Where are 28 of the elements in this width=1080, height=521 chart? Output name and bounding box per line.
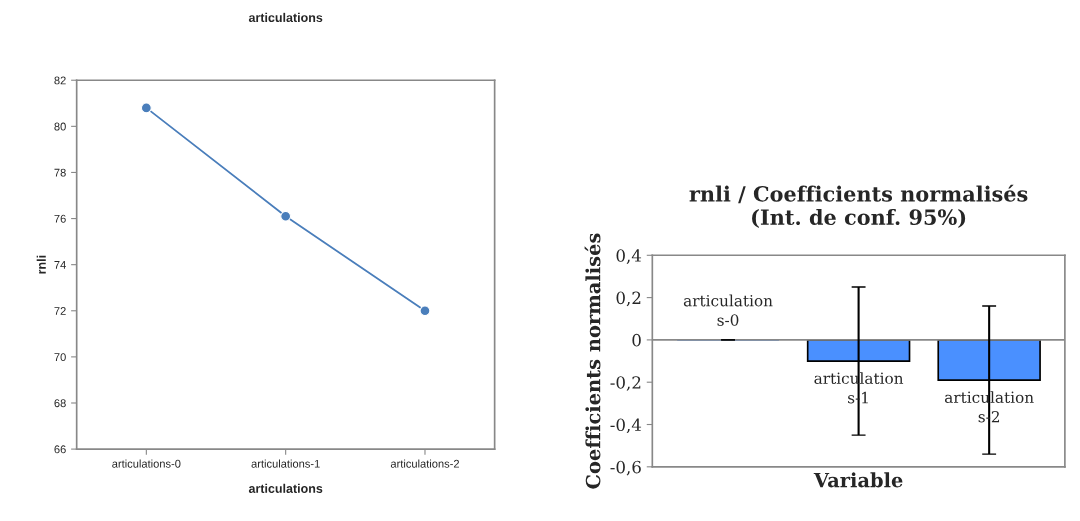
y-tick-label: 0 (632, 333, 641, 347)
y-tick-label: 0,2 (616, 291, 641, 307)
y-tick-label: 82 (54, 76, 66, 85)
chart-title: articulations (248, 12, 323, 23)
chart-title: rnli / Coefficients normalisés (Int. de conf. 95%) (689, 184, 1028, 228)
y-tick-label: 66 (54, 445, 66, 454)
y-tick-label: -0,4 (610, 418, 642, 434)
y-tick-label: 78 (54, 168, 66, 177)
y-axis-title: rnli (36, 255, 46, 274)
y-tick-label: -0,2 (610, 376, 641, 391)
x-tick-label: articulations-2 (390, 459, 460, 468)
y-tick-label: 76 (54, 214, 66, 223)
point (280, 210, 292, 222)
x-tick-label: articulation s-0 (683, 294, 773, 326)
y-tick-label: 72 (54, 307, 66, 315)
x-axis-title: Variable (813, 472, 903, 488)
x-axis-title: articulations (248, 483, 323, 493)
y-tick-label: -0,6 (610, 460, 641, 476)
y-axis-title: Coefficients normalisés (584, 233, 601, 489)
y-tick-label: 70 (54, 353, 66, 362)
point (419, 305, 431, 317)
x-tick-label: articulations-0 (112, 459, 181, 468)
y-tick-label: 0,4 (616, 249, 642, 264)
point (140, 102, 152, 114)
y-tick-label: 74 (54, 261, 66, 269)
y-tick-label: 80 (54, 122, 66, 131)
y-tick-label: 68 (54, 399, 66, 408)
x-tick-label: articulations-1 (251, 459, 320, 468)
